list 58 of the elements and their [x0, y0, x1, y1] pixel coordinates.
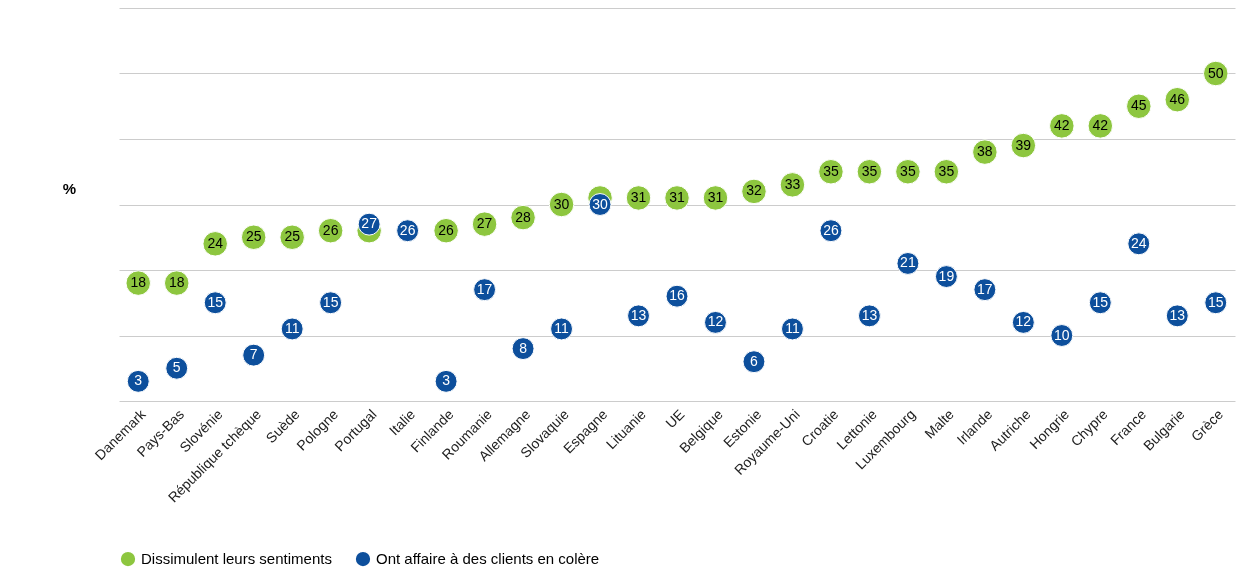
data-label: 11 — [284, 319, 300, 336]
data-label: 42 — [1092, 116, 1109, 133]
data-label: 28 — [515, 208, 532, 225]
data-label: 18 — [168, 274, 185, 291]
data-label: 30 — [592, 195, 609, 212]
data-label: 35 — [938, 162, 955, 179]
data-label: 10 — [1054, 326, 1070, 343]
data-label: 26 — [322, 221, 339, 238]
data-label: 17 — [977, 280, 993, 297]
data-label: 46 — [1169, 90, 1186, 107]
data-label: 26 — [438, 221, 455, 238]
data-label: 3 — [442, 372, 451, 389]
data-label: 31 — [630, 188, 647, 205]
data-label: 11 — [785, 319, 800, 336]
data-label: 50 — [1207, 64, 1224, 81]
data-label: 39 — [1015, 136, 1032, 153]
data-label: 27 — [476, 215, 493, 232]
data-label: 45 — [1131, 97, 1147, 114]
data-label: 15 — [207, 293, 224, 310]
data-label: 24 — [1131, 234, 1147, 251]
data-label: 17 — [476, 280, 493, 297]
data-label: 12 — [707, 313, 724, 330]
data-label: 24 — [207, 234, 224, 251]
data-label: 33 — [784, 175, 801, 192]
data-label: 3 — [134, 372, 143, 389]
data-label: 5 — [172, 359, 181, 376]
data-label: 15 — [1207, 293, 1224, 310]
data-label: 16 — [669, 287, 685, 304]
data-label: 11 — [554, 319, 570, 336]
data-label: 18 — [130, 274, 147, 291]
data-label: 21 — [900, 254, 916, 271]
data-label: 15 — [1092, 293, 1109, 310]
data-label: 38 — [977, 143, 993, 160]
data-label: 7 — [249, 346, 258, 363]
data-label: 25 — [284, 228, 301, 245]
legend-label: Ont affaire à des clients en colère — [376, 550, 600, 568]
data-label: 8 — [519, 339, 528, 356]
data-label: 42 — [1054, 116, 1070, 133]
y-axis-title: % — [62, 179, 77, 197]
data-label: 12 — [1015, 313, 1032, 330]
data-label: 13 — [630, 306, 647, 323]
data-label: 35 — [823, 162, 839, 179]
data-label: 13 — [1169, 306, 1186, 323]
data-label: 35 — [861, 162, 878, 179]
data-label: 31 — [669, 188, 685, 205]
data-label: 25 — [245, 228, 262, 245]
data-label: 30 — [553, 195, 570, 212]
data-label: 27 — [361, 215, 378, 232]
legend-label: Dissimulent leurs sentiments — [141, 550, 332, 568]
data-label: 13 — [861, 306, 878, 323]
data-label: 19 — [938, 267, 955, 284]
data-label: 6 — [750, 352, 759, 369]
data-label: 31 — [707, 188, 724, 205]
data-label: 35 — [900, 162, 916, 179]
data-label: 26 — [823, 221, 839, 238]
data-label: 26 — [399, 221, 416, 238]
data-label: 15 — [322, 293, 339, 310]
data-label: 32 — [746, 182, 762, 199]
